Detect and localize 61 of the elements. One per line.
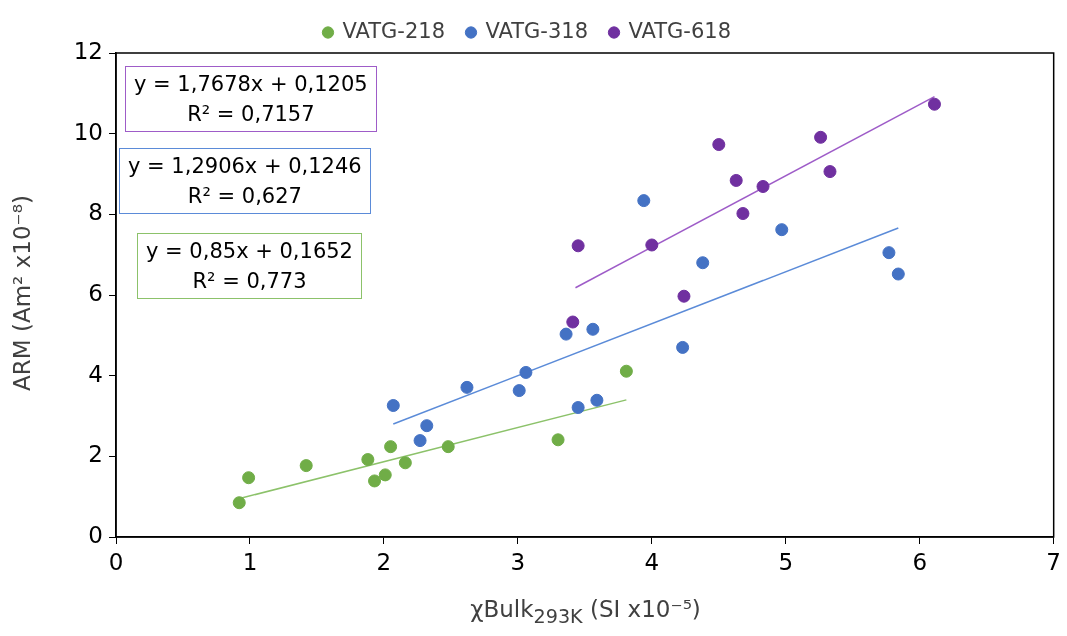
x-tick-label: 3 bbox=[510, 548, 526, 575]
point bbox=[676, 340, 690, 354]
point bbox=[891, 267, 905, 281]
point bbox=[441, 440, 455, 454]
point bbox=[677, 289, 691, 303]
point bbox=[551, 433, 565, 447]
x-tick-label: 5 bbox=[778, 548, 794, 575]
point bbox=[696, 256, 710, 270]
y-axis-title: ARM (Am² x10⁻⁸) bbox=[9, 194, 35, 393]
x-tick-label: 4 bbox=[644, 548, 660, 575]
point bbox=[729, 173, 743, 187]
point bbox=[384, 440, 398, 454]
point bbox=[756, 180, 770, 193]
point bbox=[460, 380, 474, 394]
point bbox=[242, 471, 256, 485]
point bbox=[736, 207, 750, 221]
y-tick-label: 0 bbox=[88, 521, 103, 548]
point bbox=[519, 365, 533, 379]
point bbox=[645, 238, 659, 252]
point bbox=[420, 419, 434, 433]
x-tick-label: 0 bbox=[108, 548, 124, 575]
y-tick-label: 8 bbox=[88, 199, 103, 226]
point bbox=[398, 456, 412, 470]
annotation: y = 1,2906x + 0,1246 R² = 0,627 bbox=[119, 148, 371, 214]
y-tick-label: 12 bbox=[73, 37, 103, 64]
annotation: y = 0,85x + 0,1652 R² = 0,773 bbox=[137, 233, 362, 299]
point bbox=[927, 97, 941, 111]
legend-label: VATG-618 bbox=[628, 18, 732, 43]
point bbox=[512, 384, 526, 398]
y-tick-label: 4 bbox=[88, 360, 103, 387]
point bbox=[590, 393, 604, 407]
point bbox=[712, 138, 726, 152]
point bbox=[378, 468, 392, 482]
point bbox=[368, 474, 382, 488]
x-tick-label: 7 bbox=[1046, 548, 1061, 575]
y-tick-label: 6 bbox=[88, 279, 103, 306]
point bbox=[386, 399, 400, 413]
x-tick-label: 6 bbox=[912, 548, 928, 575]
point bbox=[299, 459, 313, 473]
y-tick-label: 10 bbox=[73, 118, 103, 145]
point bbox=[559, 327, 573, 341]
point bbox=[619, 364, 633, 378]
y-tick-label: 2 bbox=[88, 441, 103, 468]
point bbox=[232, 496, 246, 510]
point bbox=[566, 315, 580, 329]
point bbox=[775, 223, 789, 237]
point bbox=[361, 453, 375, 467]
x-tick-label: 2 bbox=[376, 548, 392, 575]
legend-label: VATG-218 bbox=[342, 18, 445, 43]
point bbox=[823, 165, 837, 179]
point bbox=[586, 322, 600, 336]
point bbox=[413, 434, 427, 448]
x-axis-title: χBulk$_{293K}$ (SI x10⁻⁵) bbox=[469, 596, 702, 628]
point bbox=[814, 130, 828, 144]
point bbox=[882, 246, 896, 260]
legend-label: VATG-318 bbox=[485, 18, 589, 43]
point bbox=[637, 194, 651, 208]
point bbox=[571, 401, 585, 415]
annotation: y = 1,7678x + 0,1205 R² = 0,7157 bbox=[125, 66, 377, 132]
x-tick-label: 1 bbox=[242, 548, 258, 575]
point bbox=[571, 239, 585, 253]
